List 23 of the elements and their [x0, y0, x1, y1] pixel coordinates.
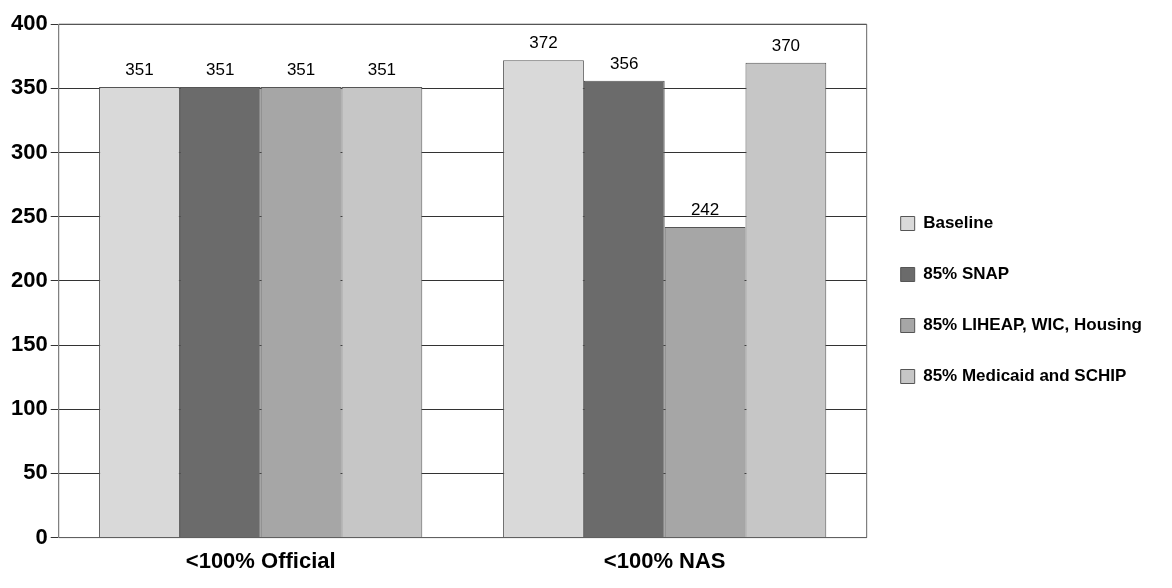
legend-label: Baseline: [923, 213, 994, 233]
legend-label: 85% SNAP: [923, 264, 1010, 284]
data-label: 351: [125, 60, 154, 80]
y-tick-label: 150: [10, 331, 48, 357]
data-label: 242: [690, 200, 720, 220]
data-label: 351: [206, 60, 235, 80]
y-tick-label: 300: [10, 138, 48, 164]
y-tick-label: 100: [10, 395, 48, 421]
data-label: 372: [529, 33, 558, 53]
legend-label: 85% Medicaid and SCHIP: [923, 366, 1127, 386]
data-label: 356: [610, 53, 639, 73]
data-label: 351: [286, 60, 316, 80]
legend-label: 85% LIHEAP, WIC, Housing: [923, 315, 1142, 335]
y-tick-label: 400: [10, 10, 48, 36]
y-tick-label: 50: [23, 459, 48, 485]
x-tick-label: <100% Official: [185, 547, 336, 573]
y-tick-label: 350: [10, 74, 48, 100]
y-tick-label: 250: [10, 202, 48, 228]
x-tick-label: <100% NAS: [603, 547, 726, 573]
y-tick-label: 0: [35, 523, 48, 549]
data-label: 351: [367, 60, 397, 80]
y-tick-label: 200: [10, 266, 48, 292]
data-label: 370: [771, 35, 801, 55]
